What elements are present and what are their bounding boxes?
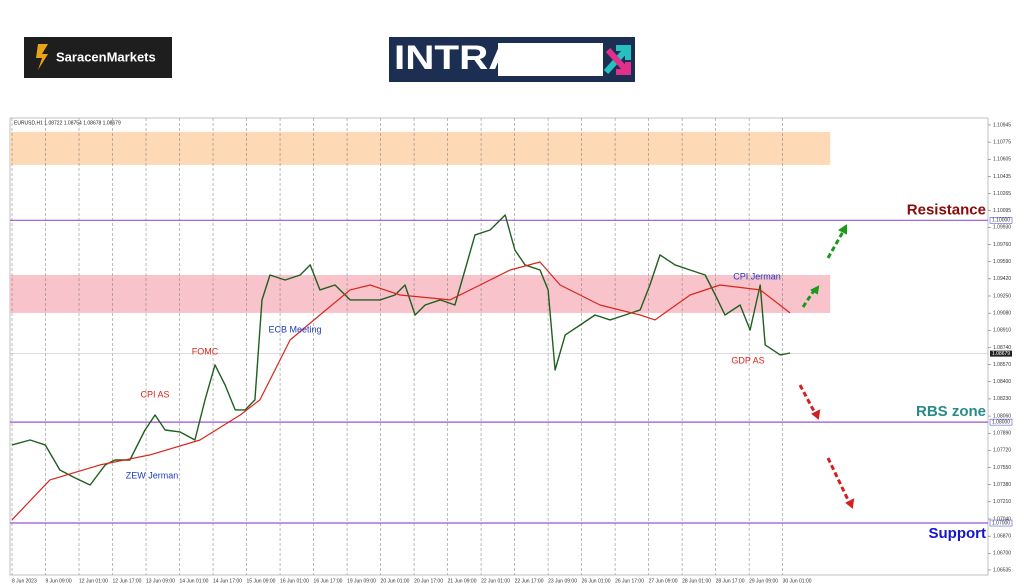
x-tick-label: 21 Jun 09:00 [448, 578, 477, 584]
level-name: Support [929, 525, 987, 542]
y-tick-label: 1.08060 [993, 413, 1011, 419]
x-tick-label: 28 Jun 01:00 [682, 578, 711, 584]
y-tick-label: 1.10265 [993, 191, 1011, 197]
brand-icon [36, 44, 48, 70]
event-annotation: CPI AS [140, 389, 169, 399]
x-tick-label: 14 Jun 01:00 [180, 578, 209, 584]
price-line [11, 214, 791, 486]
x-tick-label: 8 Jun 2023 [12, 578, 37, 584]
arrow-head [838, 224, 847, 235]
arrow-head [811, 409, 821, 420]
level-price-label: 1.08000 [992, 419, 1010, 425]
y-tick-label: 1.10775 [993, 139, 1011, 145]
zone [10, 131, 831, 165]
x-tick-label: 12 Jun 01:00 [79, 578, 108, 584]
level-name: Resistance [907, 201, 986, 218]
y-tick-label: 1.09760 [993, 242, 1011, 248]
x-tick-label: 26 Jun 17:00 [615, 578, 644, 584]
arrow-down [826, 457, 852, 505]
symbol-header: EURUSD,H1 1.08722 1.08754 1.08678 1.0867… [14, 120, 121, 126]
arrow-up [801, 288, 817, 308]
y-tick-label: 1.07210 [993, 499, 1011, 505]
y-tick-label: 1.10435 [993, 174, 1011, 180]
y-tick-label: 1.07040 [993, 516, 1011, 522]
x-tick-label: 29 Jun 09:00 [749, 578, 778, 584]
x-tick-label: 19 Jun 09:00 [347, 578, 376, 584]
plot-frame [9, 117, 989, 576]
y-tick-label: 1.07720 [993, 448, 1011, 454]
zone [10, 275, 831, 313]
x-tick-label: 9 Jun 09:00 [46, 578, 72, 584]
y-tick-label: 1.10945 [993, 122, 1011, 128]
y-tick-label: 1.08230 [993, 396, 1011, 402]
y-tick-label: 1.07890 [993, 431, 1011, 437]
y-tick-label: 1.07550 [993, 465, 1011, 471]
scenario-arrows [798, 224, 855, 509]
x-tick-label: 15 Jun 09:00 [247, 578, 276, 584]
x-tick-label: 22 Jun 01:00 [481, 578, 510, 584]
arrow-head [845, 498, 855, 509]
y-tick-label: 1.08740 [993, 345, 1011, 351]
event-annotation: FOMC [192, 346, 219, 356]
x-tick-label: 16 Jun 17:00 [314, 578, 343, 584]
y-tick-label: 1.09420 [993, 276, 1011, 282]
y-tick-label: 1.09590 [993, 259, 1011, 265]
x-tick-label: 14 Jun 17:00 [213, 578, 242, 584]
x-tick-label: 28 Jun 17:00 [716, 578, 745, 584]
last-price-label: 1.08679 [992, 351, 1010, 357]
y-tick-label: 1.07380 [993, 482, 1011, 488]
y-tick-label: 1.08910 [993, 328, 1011, 334]
event-annotation: GDP AS [731, 355, 764, 365]
level-price-label: 1.07000 [992, 520, 1010, 526]
x-tick-label: 20 Jun 17:00 [414, 578, 443, 584]
y-tick-label: 1.08570 [993, 362, 1011, 368]
x-tick-label: 23 Jun 09:00 [548, 578, 577, 584]
event-annotation: ECB Meeting [268, 324, 321, 334]
brand-name: SaracenMarkets [56, 49, 156, 64]
level-name: RBS zone [916, 403, 986, 420]
banner-highlight [498, 43, 603, 76]
y-tick-label: 1.09930 [993, 225, 1011, 231]
arrow-down [798, 384, 818, 416]
last-price-box [990, 350, 1012, 357]
level-box [989, 418, 1013, 426]
y-tick-label: 1.09250 [993, 293, 1011, 299]
x-tick-label: 13 Jun 09:00 [146, 578, 175, 584]
x-tick-label: 12 Jun 17:00 [113, 578, 142, 584]
y-tick-label: 1.06700 [993, 551, 1011, 557]
arrow-head [809, 285, 820, 295]
y-tick-label: 1.08400 [993, 379, 1011, 385]
banner-text: INTRADAY [394, 39, 599, 77]
x-tick-label: 20 Jun 01:00 [381, 578, 410, 584]
level-box [989, 519, 1013, 527]
event-annotation: ZEW Jerman [126, 470, 179, 480]
y-tick-label: 1.09080 [993, 310, 1011, 316]
x-tick-label: 30 Jun 01:00 [783, 578, 812, 584]
level-price-label: 1.10000 [992, 218, 1010, 224]
y-tick-label: 1.10095 [993, 208, 1011, 214]
banner-arrow-down [605, 47, 631, 75]
event-annotation: CPI Jerman [733, 271, 781, 281]
x-tick-label: 26 Jun 01:00 [582, 578, 611, 584]
x-tick-label: 27 Jun 09:00 [649, 578, 678, 584]
x-tick-label: 16 Jun 01:00 [280, 578, 309, 584]
x-tick-label: 22 Jun 17:00 [515, 578, 544, 584]
brand-logo [24, 37, 172, 78]
moving-average [11, 261, 791, 521]
y-tick-label: 1.06870 [993, 533, 1011, 539]
y-tick-label: 1.06535 [993, 567, 1011, 573]
y-tick-label: 1.10605 [993, 157, 1011, 163]
level-box [989, 217, 1013, 224]
arrow-up [826, 229, 846, 259]
